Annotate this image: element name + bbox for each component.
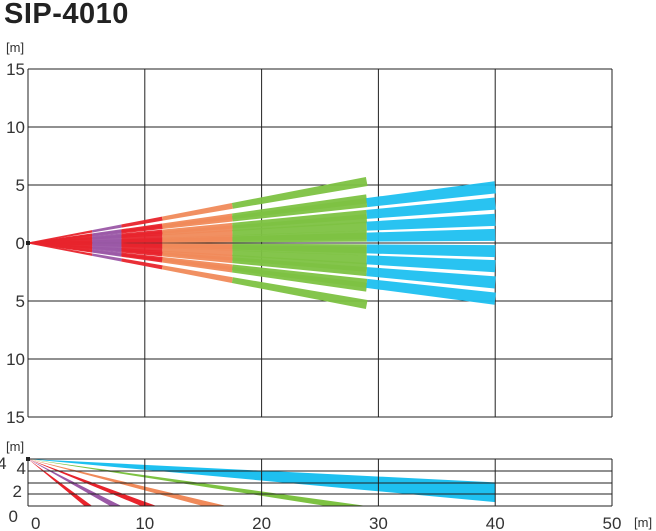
- x-tick-label: 40: [486, 514, 505, 531]
- beam-segment-red: [121, 238, 163, 243]
- x-tick-label: 10: [135, 514, 154, 531]
- side-view-grid: [27, 458, 613, 507]
- beam-segment-orange: [162, 215, 233, 230]
- beam-segment-green: [231, 177, 368, 209]
- beam-segment-red: [121, 258, 163, 270]
- beam-segment-purple: [92, 230, 122, 237]
- x-tick-label: 30: [369, 514, 388, 531]
- beam-segment-orange: [162, 222, 233, 234]
- beam-segment-red: [121, 229, 163, 237]
- beam-segment-green: [232, 232, 367, 243]
- beam-segment-purple: [92, 236, 122, 242]
- top-view-grid: [27, 68, 613, 418]
- beam-segment-purple: [92, 247, 122, 253]
- beam-segment-red: [121, 234, 163, 240]
- y-tick-label: 5: [16, 176, 25, 195]
- beam-segment-purple: [92, 224, 122, 233]
- beam-segment-red: [27, 230, 93, 244]
- beam-segment-orange: [161, 203, 233, 221]
- beam-segment-purple: [92, 249, 122, 256]
- product-title: SIP-4010: [4, 0, 129, 30]
- beam-segment-orange: [162, 256, 233, 271]
- beam-segment-green: [232, 250, 367, 265]
- beam-segment-cyan: [366, 267, 496, 289]
- beam-segment-cyan: [366, 278, 496, 305]
- beam-segment-orange: [162, 252, 233, 264]
- side-y-tick-label: 2: [13, 482, 22, 501]
- beam-segment-orange: [162, 236, 233, 243]
- beam-segment-red: [27, 242, 93, 256]
- beam-segment-green: [232, 257, 368, 277]
- y-tick-label: 0: [16, 234, 25, 253]
- beam-segment-orange: [162, 243, 233, 250]
- beam-segment-red: [27, 242, 93, 252]
- x-tick-label: 50: [603, 514, 622, 531]
- beam-segment-cyan: [366, 181, 496, 208]
- beam-segment-orange: [162, 229, 233, 239]
- beam-segment-green: [232, 221, 367, 236]
- beam-segment-purple: [92, 239, 122, 244]
- beam-segment-purple: [92, 233, 122, 239]
- side-y-tick-label: 4: [17, 459, 26, 478]
- beam-segment-red: [121, 243, 163, 248]
- beam-segment-red: [121, 216, 163, 228]
- top-unit-label: [m]: [6, 40, 24, 55]
- beam-segment-cyan: [366, 255, 496, 273]
- beam-segment-green: [232, 243, 367, 254]
- side-y-tick-label: 0: [9, 507, 18, 526]
- side-x-unit-label: [m]: [634, 515, 652, 530]
- beam-segment-cyan: [366, 197, 496, 219]
- beam-segment-red: [121, 224, 163, 234]
- beam-segment-green: [231, 277, 368, 309]
- beam-segment-orange: [162, 247, 233, 257]
- y-tick-label: 5: [16, 292, 25, 311]
- beam-segment-purple: [92, 244, 122, 250]
- beam-segment-green: [232, 264, 368, 288]
- side-unit-label: [m]: [6, 439, 24, 454]
- side-view-beams: [26, 457, 496, 506]
- beam-segment-red: [121, 246, 163, 252]
- beam-segment-green: [232, 198, 368, 222]
- y-tick-label: 15: [6, 60, 25, 79]
- beam-segment-orange: [161, 265, 233, 283]
- top-view-beams: [26, 177, 496, 309]
- x-tick-label: 0: [31, 514, 40, 531]
- y-tick-label: 15: [6, 408, 25, 427]
- side-y-tick-label: 2.4: [0, 454, 7, 473]
- x-tick-label: 20: [252, 514, 271, 531]
- beam-segment-red: [121, 252, 163, 262]
- y-tick-label: 10: [6, 118, 25, 137]
- beam-segment-red: [121, 249, 163, 257]
- beam-segment-purple: [92, 253, 122, 262]
- beam-segment-cyan: [366, 213, 496, 231]
- y-tick-label: 10: [6, 350, 25, 369]
- beam-segment-green: [232, 209, 368, 229]
- beam-segment-cyan: [366, 244, 496, 258]
- beam-segment-cyan: [366, 228, 496, 242]
- sensor-origin-marker: [26, 241, 30, 245]
